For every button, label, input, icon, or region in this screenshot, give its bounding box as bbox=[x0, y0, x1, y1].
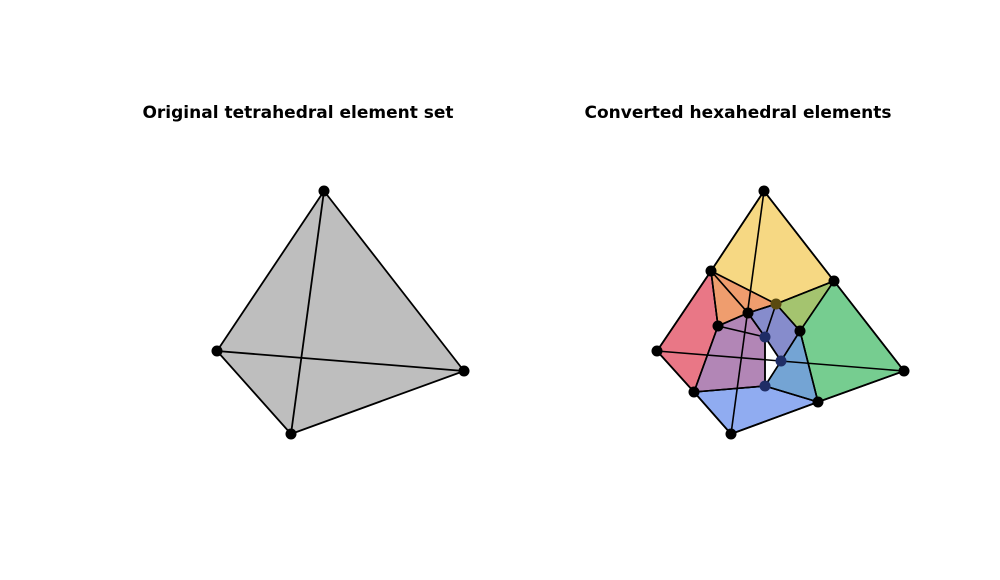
hex-node bbox=[651, 345, 663, 357]
tet-node-left bbox=[211, 345, 223, 357]
tet-node-right bbox=[458, 365, 470, 377]
hex-nodes bbox=[651, 185, 910, 440]
hex-node bbox=[898, 365, 910, 377]
tet-node-top bbox=[318, 185, 330, 197]
hexahedra-figure bbox=[656, 190, 905, 435]
tet-edge-top-front bbox=[290, 190, 325, 435]
hex-node-hidden bbox=[759, 380, 771, 392]
hex-node bbox=[812, 396, 824, 408]
tet-silhouette bbox=[216, 190, 465, 435]
right-panel-title: Converted hexahedral elements bbox=[584, 103, 892, 123]
hex-node-hidden bbox=[770, 298, 782, 310]
hex-node bbox=[794, 325, 806, 337]
hex-node bbox=[712, 320, 724, 332]
hex-node-hidden bbox=[759, 331, 771, 343]
hex-node bbox=[688, 386, 700, 398]
hex-node bbox=[742, 307, 754, 319]
hex-node bbox=[828, 275, 840, 287]
hex-node bbox=[758, 185, 770, 197]
hex-node-hidden bbox=[775, 355, 787, 367]
tet-node-bottom bbox=[285, 428, 297, 440]
hex-node bbox=[705, 265, 717, 277]
tet-edge-left-right bbox=[216, 350, 465, 372]
hex-node bbox=[725, 428, 737, 440]
tetrahedron-figure bbox=[211, 185, 470, 440]
left-panel-title: Original tetrahedral element set bbox=[142, 103, 454, 123]
